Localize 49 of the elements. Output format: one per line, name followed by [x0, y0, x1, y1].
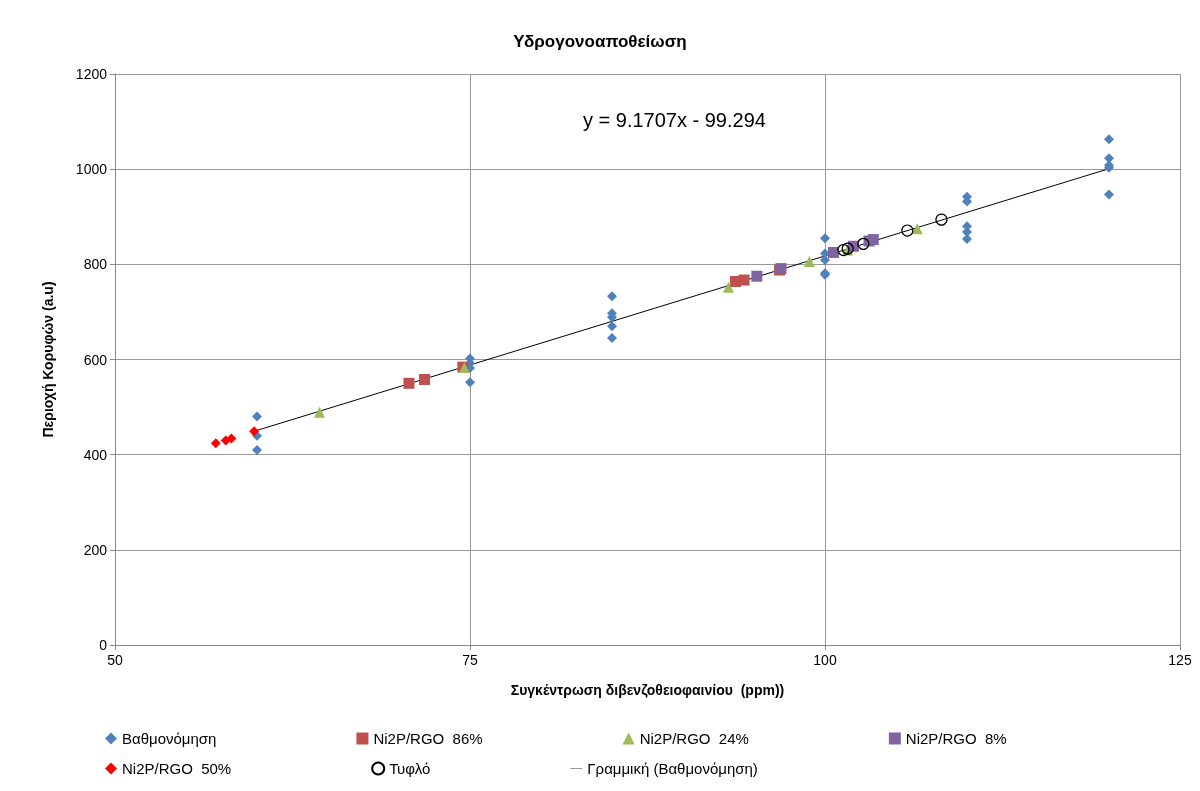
legend-label: Τυφλό: [389, 760, 431, 777]
legend-label: Ni2P/RGO 86%: [373, 730, 483, 747]
annotation: y = 9.1707x - 99.294: [583, 109, 766, 131]
point: [607, 291, 617, 302]
point: [867, 234, 879, 246]
point: [837, 243, 850, 257]
point: [857, 237, 870, 250]
y-tick-label: 600: [83, 351, 108, 368]
point: [820, 233, 830, 244]
legend-label: Ni2P/RGO 50%: [122, 760, 232, 777]
point: [607, 321, 617, 332]
y-axis-title: Περιοχή Κορυφών (a.u): [40, 281, 56, 438]
legend-label: Βαθμονόμηση: [122, 730, 217, 747]
point: [419, 373, 431, 385]
point: [249, 426, 260, 437]
point: [313, 406, 325, 418]
y-tick-label: 1000: [75, 161, 108, 178]
point: [751, 270, 763, 282]
point: [828, 246, 840, 258]
point: [252, 444, 262, 455]
point: [738, 274, 750, 286]
x-tick-label: 75: [462, 652, 478, 668]
y-tick-label: 800: [83, 256, 108, 273]
y-tick-label: 200: [83, 541, 108, 558]
point: [210, 438, 221, 449]
legend-label: Ni2P/RGO 24%: [639, 730, 749, 747]
legend-label: Ni2P/RGO 8%: [905, 730, 1007, 747]
y-tick-label: 1200: [75, 66, 108, 82]
x-tick-label: 50: [107, 652, 123, 668]
point: [962, 234, 972, 245]
x-axis-title: Συγκέντρωση διβενζοθειοφαινίου (ppm)): [510, 682, 785, 698]
point: [1104, 189, 1114, 200]
point: [465, 377, 475, 388]
point: [901, 224, 914, 237]
point: [607, 333, 617, 344]
chart-title: Υδρογονοαποθείωση: [513, 32, 687, 51]
point: [226, 433, 237, 444]
point: [820, 255, 830, 266]
point: [935, 213, 948, 226]
y-tick-label: 0: [99, 637, 108, 653]
legend-label: Γραμμική (Βαθμονόμηση): [587, 760, 758, 777]
point: [803, 255, 815, 267]
point: [722, 281, 734, 293]
point: [1104, 134, 1114, 145]
y-tick-label: 400: [83, 446, 108, 463]
x-tick-label: 100: [813, 652, 837, 668]
point: [403, 377, 415, 389]
point: [252, 411, 262, 422]
x-tick-label: 125: [1168, 652, 1192, 668]
